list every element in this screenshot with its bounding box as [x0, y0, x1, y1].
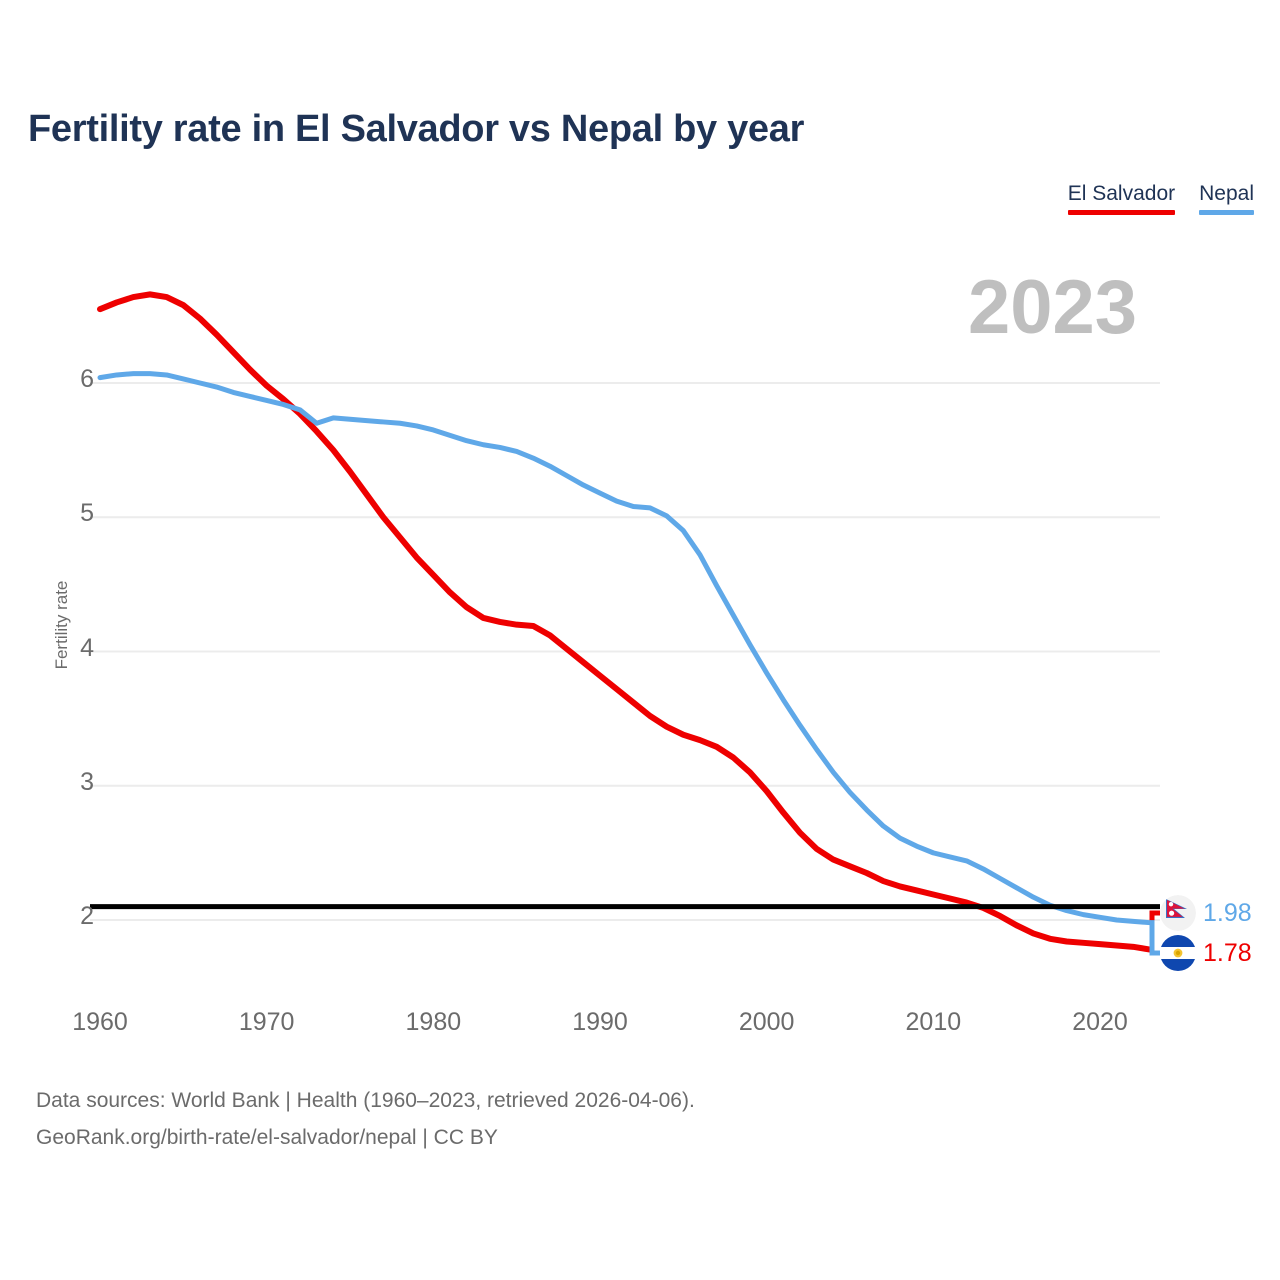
- endpoint-el-salvador: 1.78: [1160, 935, 1252, 971]
- endpoint-leader-nepal: [1149, 920, 1160, 956]
- y-tick-label-4: 4: [80, 633, 94, 662]
- endpoint-value-el-salvador: 1.78: [1203, 938, 1252, 967]
- y-tick-label-5: 5: [80, 499, 94, 528]
- endpoint-value-nepal: 1.98: [1203, 898, 1252, 927]
- series-line-el-salvador: [97, 291, 1153, 953]
- y-tick-label-2: 2: [80, 902, 94, 930]
- x-tick-label-1980: 1980: [405, 1008, 462, 1036]
- y-axis-title: Fertility rate: [52, 580, 71, 670]
- nepal-flag-icon: [1160, 895, 1196, 931]
- y-tick-label-3: 3: [80, 767, 94, 796]
- legend-item-nepal[interactable]: Nepal: [1199, 182, 1254, 216]
- series-line-nepal: [97, 371, 1153, 926]
- endpoint-nepal: 1.98: [1160, 895, 1252, 931]
- footer-attribution: Data sources: World Bank | Health (1960–…: [36, 1083, 695, 1157]
- legend-item-el-salvador[interactable]: El Salvador: [1067, 182, 1176, 216]
- x-tick-label-1970: 1970: [238, 1008, 295, 1036]
- year-watermark: 2023: [968, 265, 1138, 350]
- y-tick-label-6: 6: [80, 365, 94, 393]
- el-salvador-flag-icon: [1160, 935, 1196, 971]
- x-tick-label-2000: 2000: [738, 1008, 795, 1036]
- footer-data-sources: Data sources: World Bank | Health (1960–…: [36, 1089, 695, 1112]
- legend-color-swatch-nepal: [1199, 210, 1254, 216]
- x-tick-label-1990: 1990: [572, 1008, 628, 1036]
- page-title: Fertility rate in El Salvador vs Nepal b…: [28, 108, 805, 150]
- legend-label-nepal: Nepal: [1199, 182, 1254, 205]
- x-tick-label-1960: 1960: [72, 1008, 128, 1036]
- legend-color-swatch-el-salvador: [1067, 210, 1176, 216]
- legend-label-el-salvador: El Salvador: [1067, 182, 1176, 205]
- x-tick-label-2010: 2010: [905, 1008, 962, 1036]
- chart-legend: El Salvador Nepal: [1067, 182, 1254, 216]
- x-tick-label-2020: 2020: [1072, 1008, 1128, 1036]
- footer-source-url: GeoRank.org/birth-rate/el-salvador/nepal…: [36, 1125, 498, 1149]
